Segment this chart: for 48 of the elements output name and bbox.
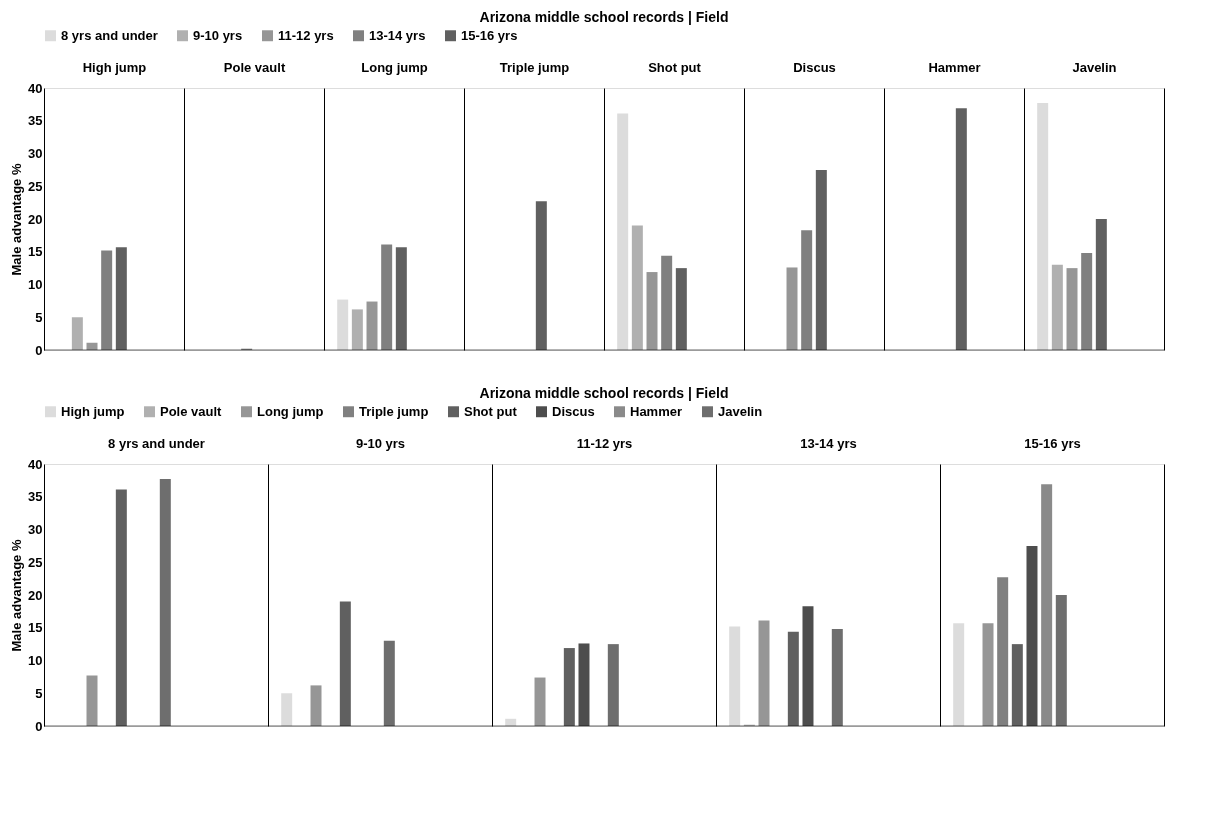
legend-label: Shot put [464,403,518,419]
y-axis-title: Male advantage % [9,539,25,652]
x-tick-label: 15-16 yrs [1024,435,1081,451]
x-tick-label: 9-10 yrs [355,435,406,451]
legend-label: 8 yrs and under [61,27,158,43]
y-tick-label: 0 [35,342,43,358]
y-tick-label: 10 [28,277,43,292]
x-tick-label: 13-14 yrs [800,435,857,451]
x-tick-label: Pole vault [223,59,286,75]
legend-label: Triple jump [359,403,429,419]
x-tick-label: Triple jump [499,59,570,75]
y-tick-label: 5 [35,309,43,325]
x-tick-label: Hammer [928,59,981,75]
y-tick-label: 5 [35,685,43,701]
y-tick-label: 40 [28,80,43,96]
x-tick-label: 8 yrs and under [108,435,205,451]
y-tick-label: 0 [35,718,43,734]
legend-label: Long jump [257,403,324,419]
legend-label: 13-14 yrs [369,27,426,43]
chart-title: Arizona middle school records | Field [479,385,729,401]
legend-label: Javelin [718,403,763,419]
y-tick-label: 30 [28,146,43,161]
y-tick-label: 15 [28,244,43,260]
legend-label: Hammer [630,403,683,419]
y-tick-label: 15 [28,620,43,636]
legend-label: Pole vault [160,403,223,419]
legend-label: High jump [61,403,125,419]
x-tick-label: Shot put [648,59,702,75]
y-tick-label: 30 [28,522,43,537]
y-tick-label: 35 [28,489,43,505]
y-tick-label: 40 [28,456,43,472]
x-tick-label: Javelin [1072,59,1117,75]
y-tick-label: 35 [28,113,43,129]
y-tick-label: 25 [28,178,43,194]
y-tick-label: 10 [28,653,43,668]
legend-label: 15-16 yrs [461,27,518,43]
y-axis-title: Male advantage % [9,163,25,276]
y-tick-label: 20 [28,211,43,227]
y-tick-label: 25 [28,554,43,570]
legend-label: Discus [552,403,595,419]
chart-title: Arizona middle school records | Field [479,9,729,25]
x-tick-label: 11-12 yrs [576,435,633,451]
x-tick-label: High jump [82,59,147,75]
x-tick-label: Discus [793,59,836,75]
y-tick-label: 20 [28,587,43,603]
x-tick-label: Long jump [361,59,428,75]
legend-label: 9-10 yrs [193,27,243,43]
legend-label: 11-12 yrs [278,27,334,43]
